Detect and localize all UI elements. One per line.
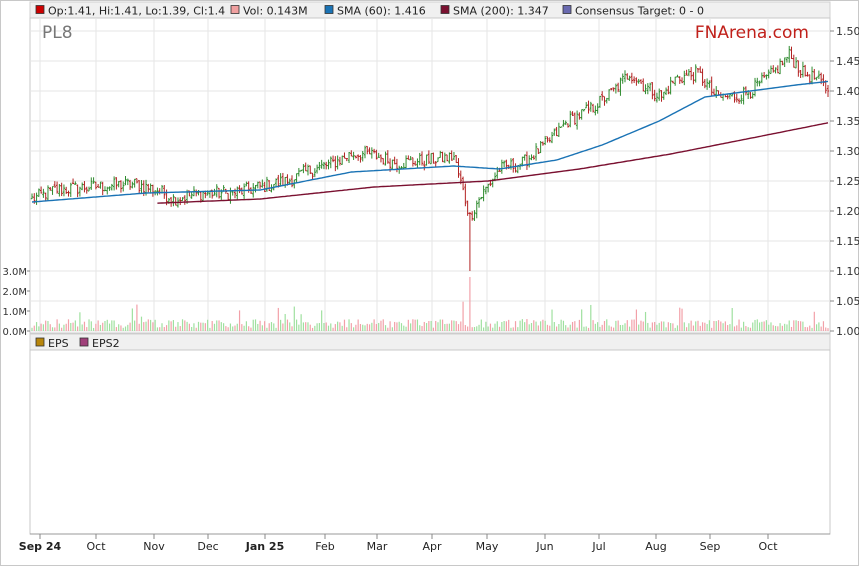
eps-plot-area [29, 349, 831, 535]
legend-label-1: Op:1.41, Hi:1.41, Lo:1.39, Cl:1.4 [48, 5, 225, 18]
x-tick-label: Nov [143, 540, 165, 553]
x-tick-label: Sep 24 [19, 540, 62, 553]
y-tick-label: 1.25 [836, 175, 859, 188]
legend-swatch-5 [562, 5, 572, 14]
x-tick-label: Oct [86, 540, 106, 553]
y-tick-label: 1.05 [836, 295, 859, 308]
x-tick-label: Jul [591, 540, 605, 553]
y-tick-label: 1.35 [836, 115, 859, 128]
legend-swatch-2 [230, 5, 240, 14]
y-tick-label: 1.45 [836, 55, 859, 68]
legend-swatch-1 [35, 5, 45, 14]
y-tick-label: 1.20 [836, 205, 859, 218]
volume-tick-label: 3.0M [2, 267, 27, 278]
x-tick-label: Jun [535, 540, 553, 553]
main-plot-area [29, 17, 831, 334]
legend-label-4: SMA (200): 1.347 [453, 5, 549, 18]
legend-bar-eps [29, 333, 831, 351]
y-tick-label: 1.15 [836, 235, 859, 248]
y-tick-label: 1.10 [836, 265, 859, 278]
x-tick-label: Mar [367, 540, 388, 553]
y-tick-label: 1.40 [836, 85, 859, 98]
x-tick-label: Dec [197, 540, 218, 553]
y-tick-label: 1.00 [836, 325, 859, 338]
x-tick-label: Jan 25 [245, 540, 284, 553]
ticker-label: PL8 [42, 23, 73, 43]
legend-label-5: Consensus Target: 0 - 0 [575, 5, 704, 18]
eps-legend-swatch-2 [79, 337, 89, 347]
legend-swatch-4 [440, 5, 450, 14]
volume-tick-label: 2.0M [2, 287, 27, 298]
x-tick-label: Sep [700, 540, 721, 553]
sma200-line [157, 122, 829, 204]
sma60-line [31, 80, 829, 203]
y-tick-label: 1.30 [836, 145, 859, 158]
brand-watermark: FNArena.com [695, 23, 809, 43]
volume-tick-label: 0.0M [2, 327, 27, 338]
x-tick-label: Oct [758, 540, 778, 553]
eps-legend-label-1: EPS [48, 337, 69, 350]
legend-label-2: Vol: 0.143M [243, 5, 308, 18]
legend-swatch-3 [324, 5, 334, 14]
x-tick-label: Aug [645, 540, 666, 553]
volume-tick-label: 1.0M [2, 307, 27, 318]
x-tick-label: Apr [422, 540, 442, 553]
eps-legend-label-2: EPS2 [92, 337, 120, 350]
legend-label-3: SMA (60): 1.416 [337, 5, 426, 18]
x-tick-label: May [476, 540, 499, 553]
y-tick-label: 1.50 [836, 25, 859, 38]
x-tick-label: Feb [315, 540, 334, 553]
eps-legend-swatch-1 [35, 337, 45, 347]
